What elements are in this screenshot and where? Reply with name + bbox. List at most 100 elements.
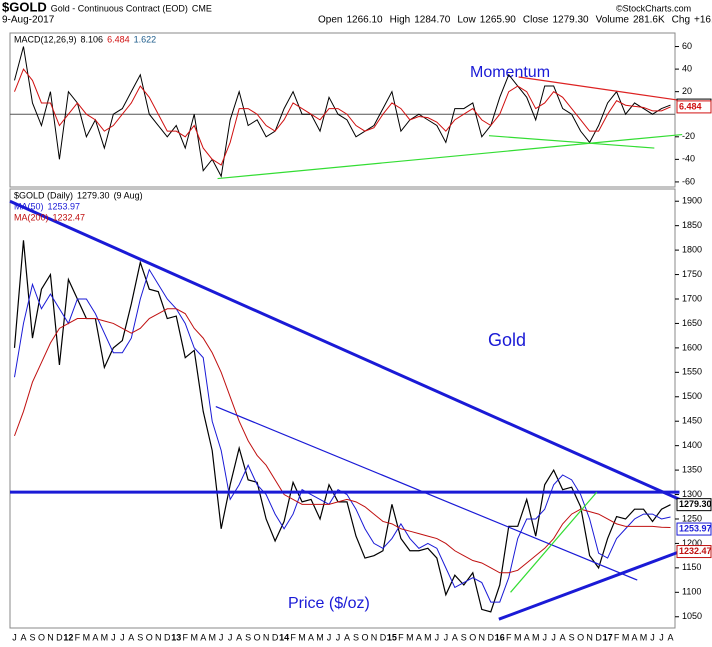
quote-label: Low: [457, 15, 476, 26]
legend-label: $GOLD (Daily): [14, 190, 73, 200]
x-tick-label: M: [406, 632, 414, 642]
x-tick-label: J: [228, 632, 233, 642]
x-tick-label: M: [208, 632, 216, 642]
description: Gold - Continuous Contract (EOD): [51, 3, 188, 13]
y-tick-label: 1100: [682, 587, 701, 597]
x-tick-label: N: [155, 632, 162, 642]
value-tag-box: [676, 100, 712, 114]
value-tag: 1253.97: [679, 523, 712, 533]
x-tick-label: J: [219, 632, 224, 642]
legend-value: 1253.97: [48, 201, 81, 211]
trendline: [510, 491, 598, 593]
x-tick-label: M: [298, 632, 306, 642]
quote-label: High: [390, 15, 411, 26]
legend-value: 8.106: [81, 34, 104, 44]
x-tick-label: M: [640, 632, 648, 642]
trendline: [518, 76, 683, 102]
value-tag: 1232.47: [679, 546, 712, 556]
x-tick-label: J: [120, 632, 125, 642]
x-tick-label: N: [371, 632, 378, 642]
y-tick-label: 1300: [682, 489, 702, 499]
x-tick-label: A: [632, 632, 638, 642]
x-tick-label: M: [532, 632, 540, 642]
x-tick-label: O: [469, 632, 476, 642]
x-tick-label: D: [164, 632, 171, 642]
x-tick-label: D: [595, 632, 602, 642]
quote-value: 1279.30: [552, 15, 589, 26]
value-tag: 1279.30: [679, 499, 712, 509]
x-tick-label: A: [452, 632, 458, 642]
series-line: [14, 46, 671, 178]
x-tick-label: F: [75, 632, 81, 642]
x-tick-label: J: [551, 632, 556, 642]
quote-label: Open: [318, 15, 342, 26]
x-tick-label: M: [83, 632, 91, 642]
x-tick-label: M: [316, 632, 324, 642]
y-tick-label: 1350: [682, 464, 702, 474]
quote-value: 1284.70: [414, 15, 451, 26]
legend-date: (9 Aug): [114, 190, 143, 200]
y-tick-label: 60: [682, 41, 692, 51]
legend-label: MACD(12,26,9): [14, 34, 77, 44]
x-tick-label: F: [614, 632, 620, 642]
x-tick-label: N: [479, 632, 486, 642]
quote-label: Chg: [672, 15, 690, 26]
x-tick-label: M: [424, 632, 432, 642]
x-tick-label: O: [577, 632, 584, 642]
x-tick-label: D: [56, 632, 63, 642]
y-tick-label: 1700: [682, 293, 702, 303]
series-line: [14, 308, 671, 574]
trendline: [498, 549, 683, 621]
x-tick-label: D: [488, 632, 495, 642]
legend-value: 1279.30: [77, 190, 110, 200]
x-tick-label: O: [254, 632, 261, 642]
x-tick-label: 15: [387, 632, 397, 642]
trendline: [488, 135, 655, 149]
y-tick-label: 40: [682, 63, 692, 73]
x-tick-label: J: [327, 632, 332, 642]
value-tag-box: [676, 498, 712, 512]
trendline: [215, 405, 638, 581]
x-tick-label: O: [146, 632, 153, 642]
x-tick-label: O: [38, 632, 45, 642]
x-tick-label: N: [263, 632, 270, 642]
x-tick-label: J: [435, 632, 440, 642]
trendline: [9, 199, 681, 501]
legend-label: MA(50): [14, 201, 44, 211]
legend-value: 1232.47: [53, 212, 86, 222]
y-tick-label: 1450: [682, 416, 702, 426]
value-tag-box: [676, 522, 712, 536]
source: ©StockCharts.com: [616, 3, 691, 13]
x-tick-label: M: [622, 632, 630, 642]
y-tick-label: 1500: [682, 391, 702, 401]
x-tick-label: A: [236, 632, 242, 642]
x-tick-label: J: [12, 632, 17, 642]
y-tick-label: 1150: [682, 562, 701, 572]
quote-label: Close: [523, 15, 549, 26]
x-tick-label: F: [182, 632, 188, 642]
price-panel: [9, 188, 676, 629]
y-tick-label: 1600: [682, 342, 702, 352]
legend-label: MA(200): [14, 212, 49, 222]
x-tick-label: J: [336, 632, 341, 642]
x-tick-label: J: [542, 632, 547, 642]
y-tick-label: 1400: [682, 440, 702, 450]
y-tick-label: 1750: [682, 269, 702, 279]
value-tag: 6.484: [679, 101, 702, 111]
macd-panel: [9, 32, 676, 188]
x-tick-label: A: [667, 632, 673, 642]
x-tick-label: S: [353, 632, 359, 642]
x-tick-label: N: [47, 632, 54, 642]
x-tick-label: J: [111, 632, 116, 642]
x-tick-label: 14: [279, 632, 289, 642]
x-tick-label: S: [137, 632, 143, 642]
x-tick-label: F: [398, 632, 404, 642]
y-tick-label: -60: [682, 176, 695, 186]
quote-value: 1265.90: [480, 15, 517, 26]
y-tick-label: 1850: [682, 220, 702, 230]
x-tick-label: A: [128, 632, 134, 642]
x-tick-label: 12: [63, 632, 73, 642]
x-tick-label: M: [190, 632, 198, 642]
quote-value: 1266.10: [346, 15, 383, 26]
x-tick-label: A: [416, 632, 422, 642]
